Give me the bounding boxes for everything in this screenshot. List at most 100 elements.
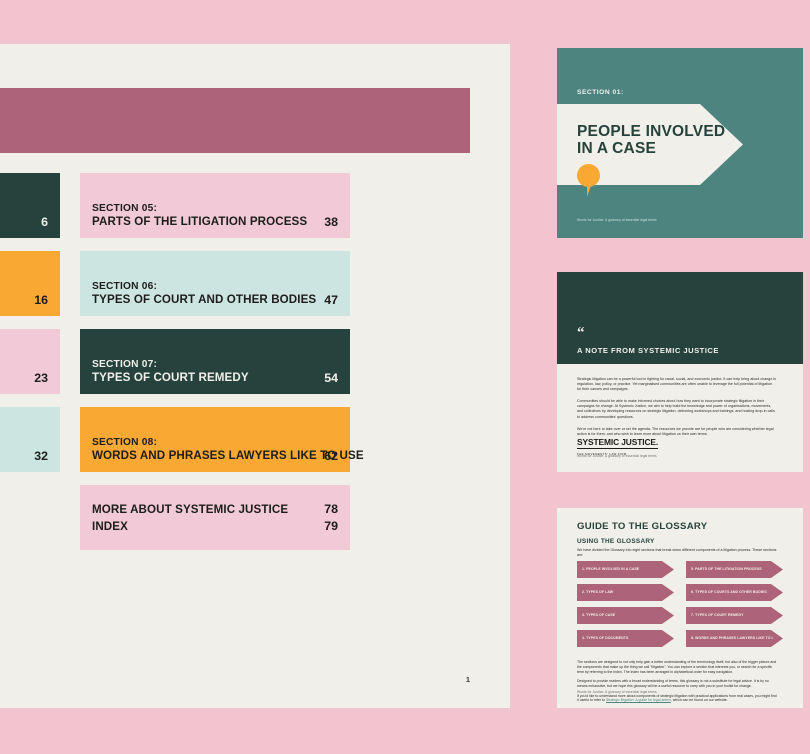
note-heading: A NOTE FROM SYSTEMIC JUSTICE	[577, 346, 719, 355]
chip-arrow-shape	[686, 561, 783, 578]
table-of-contents: SECTION 01: PEOPLE INVOLVED IN A CASE 6 …	[0, 173, 470, 550]
glossary-link-suffix: , which can be found on our website.	[670, 698, 728, 703]
chip-label: 4. TYPES OF DOCUMENTS	[582, 635, 629, 640]
card-footnote: Words for Justice: A glossary of essenti…	[577, 454, 657, 458]
toc-item-kicker: SECTION 03:	[0, 358, 27, 371]
toc-item-page: 16	[34, 293, 48, 307]
comma-tail	[587, 180, 593, 197]
glossary-chip[interactable]: 7. TYPES OF COURT REMEDY	[686, 607, 783, 624]
divider-title-line2: IN A CASE	[577, 140, 657, 157]
toc-item[interactable]: SECTION 02: TYPES OF LAW 16	[0, 251, 60, 316]
chip-label: 6. TYPES OF COURTS AND OTHER BODIES	[691, 589, 767, 594]
chip-arrow-shape	[577, 561, 674, 578]
glossary-subtitle: USING THE GLOSSARY	[577, 538, 655, 545]
toc-endmatter-page: 78	[324, 501, 338, 516]
toc-endmatter-title: INDEX	[92, 519, 128, 533]
glossary-chip[interactable]: 5. PARTS OF THE LITIGATION PROCESS	[686, 561, 783, 578]
toc-item-title: TYPES OF DOCUMENTS	[0, 449, 27, 463]
toc-item-title: PARTS OF THE LITIGATION PROCESS	[92, 215, 308, 228]
chip-label: 8. WORDS AND PHRASES LAWYERS LIKE TO USE	[691, 635, 773, 640]
note-paragraph: We're not here to take over or set the a…	[577, 426, 774, 436]
divider-title-line1: PEOPLE INVOLVED	[577, 123, 726, 140]
glossary-section-chips: 1. PEOPLE INVOLVED IN A CASE 5. PARTS OF…	[577, 561, 783, 647]
toc-item-kicker: SECTION 02:	[0, 280, 27, 293]
logo-tagline: THE MOVEMENTS' LAW FIRM	[577, 451, 627, 456]
toc-item-title: TYPES OF CASE	[0, 371, 27, 385]
toc-item-title: WORDS AND PHRASES LAWYERS LIKE TO USE	[92, 449, 364, 462]
chip-arrow-shape	[686, 630, 783, 647]
table-of-contents-page: SECTION 01: PEOPLE INVOLVED IN A CASE 6 …	[0, 44, 510, 708]
toc-column-right: SECTION 05: PARTS OF THE LITIGATION PROC…	[80, 173, 364, 550]
glossary-chip[interactable]: 2. TYPES OF LAW	[577, 584, 674, 601]
glossary-paragraph-with-link: If you'd like to understand more about c…	[577, 694, 779, 704]
card-footnote: Words for Justice: A glossary of essenti…	[577, 690, 657, 694]
chip-arrow-shape	[686, 607, 783, 624]
logo-wordmark: SYSTEMIC JUSTICE.	[577, 437, 659, 449]
note-header-band: “ A NOTE FROM SYSTEMIC JUSTICE	[557, 272, 803, 364]
toc-item-kicker: SECTION 04:	[0, 436, 27, 449]
toc-item-kicker: SECTION 05:	[92, 203, 158, 214]
toc-item-kicker: SECTION 06:	[92, 281, 158, 292]
chip-arrow-shape	[686, 584, 783, 601]
page-hero-band	[0, 88, 470, 153]
chip-label: 2. TYPES OF LAW	[582, 589, 614, 594]
toc-item[interactable]: SECTION 07: TYPES OF COURT REMEDY 54	[80, 329, 350, 394]
toc-item-page: 6	[41, 215, 48, 229]
glossary-intro: We have divided the Glossary into eight …	[577, 548, 777, 557]
toc-endmatter-row[interactable]: INDEX 79	[92, 518, 338, 535]
glossary-paragraph: Designed to provide readers with a broad…	[577, 679, 769, 689]
thumbnail-section-divider[interactable]: SECTION 01: PEOPLE INVOLVED IN A CASE Wo…	[557, 48, 803, 238]
toc-endmatter-page: 79	[324, 518, 338, 533]
divider-kicker: SECTION 01:	[577, 89, 624, 96]
toc-item[interactable]: SECTION 06: TYPES OF COURT AND OTHER BOD…	[80, 251, 350, 316]
chip-arrow-shape	[577, 630, 674, 647]
glossary-chip[interactable]: 3. TYPES OF CASE	[577, 607, 674, 624]
glossary-chip[interactable]: 6. TYPES OF COURTS AND OTHER BODIES	[686, 584, 783, 601]
chip-label: 5. PARTS OF THE LITIGATION PROCESS	[691, 566, 762, 571]
thumbnail-note-page[interactable]: “ A NOTE FROM SYSTEMIC JUSTICE Strategic…	[557, 272, 803, 472]
chip-arrow-shape	[577, 584, 674, 601]
toc-item-page: 47	[324, 293, 338, 307]
chip-arrow-shape	[577, 607, 674, 624]
toc-item[interactable]: SECTION 03: TYPES OF CASE 23	[0, 329, 60, 394]
toc-item[interactable]: SECTION 01: PEOPLE INVOLVED IN A CASE 6	[0, 173, 60, 238]
chip-label: 1. PEOPLE INVOLVED IN A CASE	[582, 566, 640, 571]
toc-item-kicker: SECTION 07:	[92, 359, 158, 370]
toc-item-page: 38	[324, 215, 338, 229]
toc-item-title: TYPES OF LAW	[0, 293, 27, 307]
glossary-title: GUIDE TO THE GLOSSARY	[577, 521, 708, 532]
glossary-chip[interactable]: 4. TYPES OF DOCUMENTS	[577, 630, 674, 647]
divider-title: PEOPLE INVOLVED IN A CASE	[577, 123, 725, 157]
comma-ball	[577, 164, 600, 187]
toc-item-kicker: SECTION 01:	[0, 202, 34, 215]
note-paragraph: Communities should be able to make infor…	[577, 399, 775, 419]
glossary-paragraph: The sections are designed to not only he…	[577, 660, 777, 674]
comma-mark-icon	[577, 164, 600, 197]
systemic-justice-logo: SYSTEMIC JUSTICE. THE MOVEMENTS' LAW FIR…	[577, 432, 658, 456]
toc-item-title: PEOPLE INVOLVED IN A CASE	[0, 215, 34, 229]
toc-item[interactable]: SECTION 08: WORDS AND PHRASES LAWYERS LI…	[80, 407, 364, 472]
note-paragraph: Strategic litigation can be a powerful t…	[577, 377, 777, 392]
thumbnail-glossary-guide-page[interactable]: GUIDE TO THE GLOSSARY USING THE GLOSSARY…	[557, 508, 803, 708]
toc-item-page: 54	[324, 371, 338, 385]
toc-item-page: 32	[34, 449, 48, 463]
glossary-link-prefix: If you'd like to understand more about c…	[577, 693, 777, 703]
strategic-litigation-guide-link[interactable]: Strategic litigation: A guide for legal …	[606, 698, 671, 703]
toc-item[interactable]: SECTION 05: PARTS OF THE LITIGATION PROC…	[80, 173, 350, 238]
quote-mark-icon: “	[577, 325, 585, 341]
glossary-chip[interactable]: 8. WORDS AND PHRASES LAWYERS LIKE TO USE	[686, 630, 783, 647]
toc-endmatter-block[interactable]: MORE ABOUT SYSTEMIC JUSTICE 78 INDEX 79	[80, 485, 350, 550]
toc-endmatter-row[interactable]: MORE ABOUT SYSTEMIC JUSTICE 78	[92, 501, 338, 518]
toc-item-kicker: SECTION 08:	[92, 437, 158, 448]
toc-item-title: TYPES OF COURT AND OTHER BODIES	[92, 293, 317, 306]
card-footnote: Words for Justice: A glossary of essenti…	[577, 218, 657, 222]
chip-label: 3. TYPES OF CASE	[582, 612, 616, 617]
toc-item-title: TYPES OF COURT REMEDY	[92, 371, 249, 384]
toc-column-left: SECTION 01: PEOPLE INVOLVED IN A CASE 6 …	[0, 173, 60, 550]
glossary-chip[interactable]: 1. PEOPLE INVOLVED IN A CASE	[577, 561, 674, 578]
glossary-tail-text: The sections are designed to not only he…	[577, 660, 779, 708]
chip-label: 7. TYPES OF COURT REMEDY	[691, 612, 744, 617]
toc-item-page: 23	[34, 371, 48, 385]
toc-item[interactable]: SECTION 04: TYPES OF DOCUMENTS 32	[0, 407, 60, 472]
